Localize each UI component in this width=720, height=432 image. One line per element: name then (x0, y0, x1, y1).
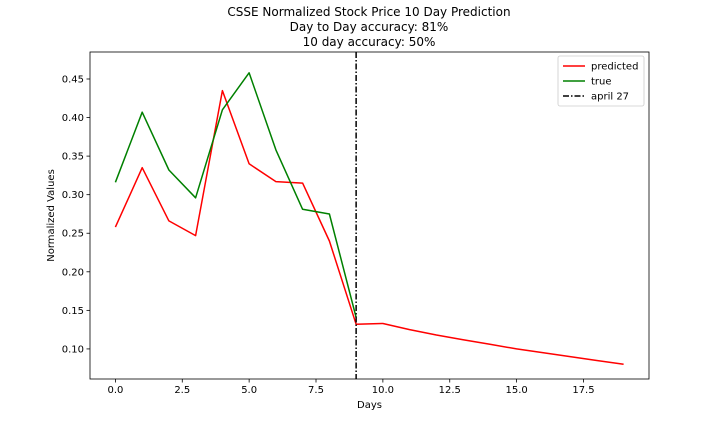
y-tick-label: 0.40 (62, 113, 84, 124)
y-tick-label: 0.45 (62, 74, 84, 85)
title-line-2: Day to Day accuracy: 81% (290, 20, 449, 34)
x-axis-label: Days (357, 400, 382, 411)
title-line-1: CSSE Normalized Stock Price 10 Day Predi… (227, 5, 510, 19)
y-axis-label: Normalized Values (46, 169, 57, 262)
series-line-predicted (114, 89, 624, 366)
y-tick-label: 0.35 (62, 152, 84, 163)
x-tick-label: 2.5 (174, 385, 190, 396)
chart-title: CSSE Normalized Stock Price 10 Day Predi… (227, 5, 510, 49)
x-tick-label: 7.5 (308, 385, 324, 396)
legend-label-true: true (591, 77, 612, 88)
x-tick-label: 0.0 (107, 385, 123, 396)
plot-area-frame (89, 51, 650, 380)
title-line-3: 10 day accuracy: 50% (303, 35, 436, 49)
y-tick-label: 0.30 (62, 190, 84, 201)
legend-box (557, 55, 645, 107)
y-tick-label: 0.25 (62, 229, 84, 240)
series-line-true (114, 72, 357, 318)
y-tick-label: 0.10 (62, 344, 84, 355)
legend-label-predicted: predicted (591, 62, 638, 73)
x-tick-label: 12.5 (439, 385, 461, 396)
legend-label-april-27: april 27 (591, 92, 629, 103)
x-tick-label: 5.0 (241, 385, 257, 396)
y-tick-label: 0.15 (62, 306, 84, 317)
y-axis-ticks: 0.10 0.15 0.20 0.25 0.30 0.35 0.40 0.45 (62, 74, 90, 355)
x-tick-label: 15.0 (505, 385, 527, 396)
x-tick-label: 10.0 (372, 385, 394, 396)
legend: predicted true april 27 (557, 55, 645, 107)
x-axis-ticks: 0.0 2.5 5.0 7.5 10.0 12.5 15.0 17.5 (107, 379, 595, 396)
x-tick-label: 17.5 (572, 385, 594, 396)
y-tick-label: 0.20 (62, 267, 84, 278)
plot-series (114, 52, 624, 379)
